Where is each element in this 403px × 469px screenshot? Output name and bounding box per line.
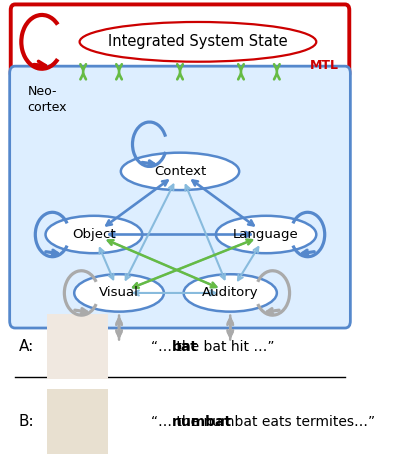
Text: Neo-
cortex: Neo- cortex <box>27 85 67 114</box>
Bar <box>47 389 108 454</box>
FancyBboxPatch shape <box>11 4 349 79</box>
Text: “… the bat hit …”: “… the bat hit …” <box>151 340 275 354</box>
Ellipse shape <box>216 216 316 253</box>
Text: “… the numbat eats termites…”: “… the numbat eats termites…” <box>151 415 376 429</box>
Text: numbat: numbat <box>171 415 232 429</box>
Text: Auditory: Auditory <box>202 287 259 299</box>
Text: Object: Object <box>72 228 116 241</box>
Text: A:: A: <box>19 339 34 354</box>
Ellipse shape <box>121 153 239 190</box>
Text: Integrated System State: Integrated System State <box>108 34 288 49</box>
Text: bat: bat <box>171 340 197 354</box>
Text: Visual: Visual <box>99 287 139 299</box>
Text: MTL: MTL <box>310 59 339 72</box>
Ellipse shape <box>46 216 142 253</box>
Text: Context: Context <box>154 165 206 178</box>
Ellipse shape <box>80 22 316 62</box>
Bar <box>47 314 108 379</box>
FancyBboxPatch shape <box>10 66 350 328</box>
Ellipse shape <box>184 274 277 312</box>
Text: Language: Language <box>233 228 299 241</box>
Text: B:: B: <box>19 414 34 429</box>
Ellipse shape <box>74 274 164 312</box>
